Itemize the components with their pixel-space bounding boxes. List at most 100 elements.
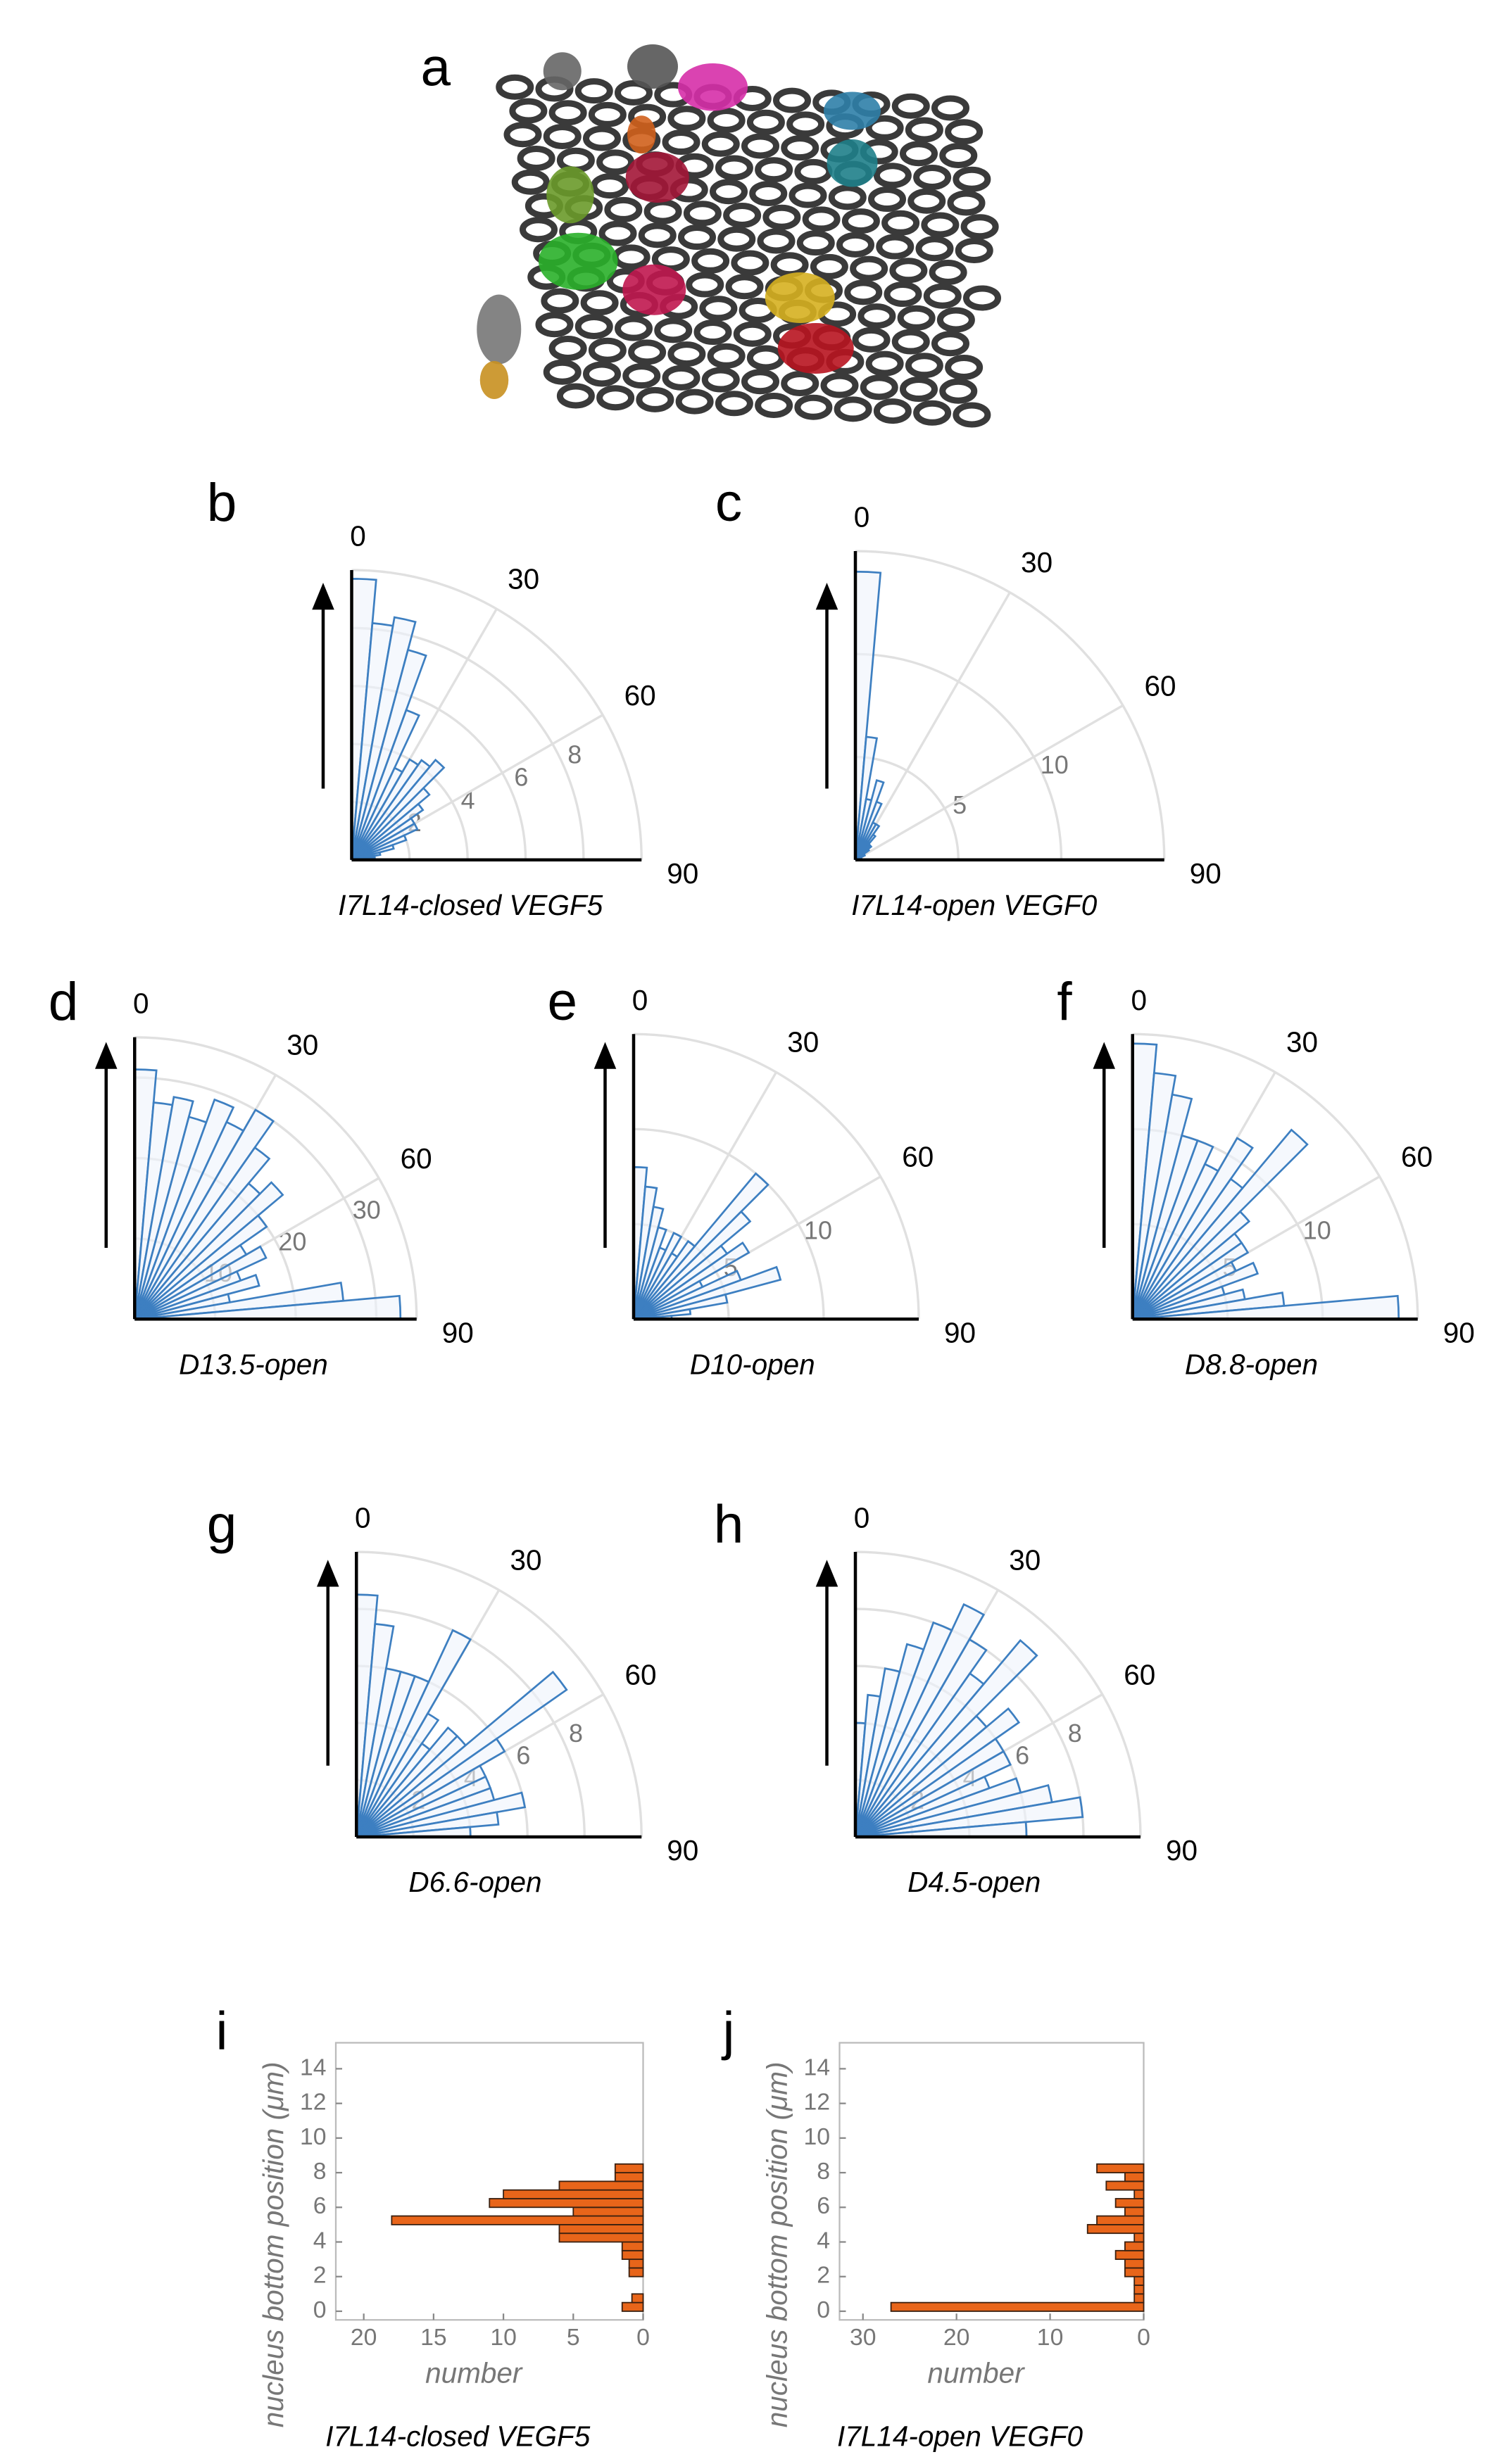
radial-tick-label: 8 (567, 740, 582, 769)
lattice-pore (963, 285, 1001, 311)
outer-arc (633, 1032, 920, 1320)
radial-tick-label: 10 (1041, 750, 1069, 779)
lattice-pore (511, 169, 550, 195)
grid-arc (356, 1607, 586, 1838)
radial-tick-label: 6 (514, 763, 528, 792)
y-tick-label: 10 (803, 2123, 830, 2150)
lattice-pore (612, 244, 651, 270)
outer-arc (855, 1550, 1142, 1838)
cell-nucleus (546, 166, 594, 224)
x-tick-label: 0 (1137, 2324, 1150, 2351)
lattice-pore (517, 146, 555, 171)
caption: I7L14-closed VEGF5 (325, 2420, 590, 2453)
y-tick-label: 0 (313, 2296, 327, 2323)
lattice-pore (897, 305, 936, 331)
arrow-head (593, 1042, 617, 1069)
lattice-pore (715, 391, 753, 417)
lattice-pore (643, 198, 682, 225)
cell-nucleus (824, 91, 881, 130)
lattice-pore (699, 296, 738, 322)
rose-bar (854, 1638, 1038, 1838)
angle-tick-label: 0 (854, 1502, 870, 1534)
radial-tick-label: 8 (1068, 1719, 1082, 1748)
caption: D8.8-open (1185, 1348, 1318, 1380)
plot-box (334, 2042, 644, 2321)
panel-label: b (207, 473, 237, 533)
x-tick-label: 30 (850, 2324, 877, 2351)
lattice-pore (755, 157, 793, 183)
y-tick-label: 6 (313, 2192, 327, 2219)
lattice-pore (543, 359, 582, 385)
angle-tick-label: 0 (854, 501, 870, 533)
panel-label: e (547, 972, 577, 1032)
lattice-pore (836, 232, 874, 258)
bar (1086, 2223, 1145, 2235)
caption: D13.5-open (179, 1348, 328, 1380)
lattice-pore (757, 228, 796, 254)
lattice-pore (691, 248, 730, 274)
radial-tick-label: 10 (1303, 1215, 1331, 1244)
lattice-pore (615, 80, 653, 106)
angle-tick-label: 60 (1124, 1658, 1155, 1691)
lattice-pore (548, 336, 587, 361)
arrow-head (815, 1560, 838, 1587)
bar (621, 2241, 644, 2251)
angle-tick-label: 90 (1166, 1834, 1198, 1866)
lattice-pore (667, 341, 706, 367)
outer-arc (134, 1036, 418, 1320)
lattice-pore (794, 158, 833, 184)
caption: I7L14-open VEGF0 (851, 889, 1097, 921)
y-tick-label: 4 (313, 2227, 327, 2254)
lattice-pore (715, 155, 753, 181)
y-tick-label: 12 (803, 2089, 830, 2116)
angle-tick-label: 30 (1009, 1543, 1041, 1576)
lattice-pore (717, 226, 756, 252)
lattice-pore (596, 149, 635, 175)
rose-bar (356, 1670, 568, 1838)
caption: D10-open (690, 1348, 815, 1380)
angle-tick-label: 60 (401, 1142, 432, 1175)
bar (1133, 2285, 1145, 2295)
lattice-pore (931, 331, 969, 357)
cell-nucleus (477, 294, 522, 365)
lattice-pore (891, 329, 930, 355)
cell-nucleus (777, 323, 854, 374)
rose-bar (134, 1108, 275, 1320)
x-tick-label: 20 (351, 2324, 377, 2351)
lattice-pore (900, 377, 938, 403)
lattice-pore (931, 95, 969, 121)
lattice-pore (503, 122, 542, 148)
lattice-pore (955, 237, 993, 263)
lattice-pore (622, 363, 661, 389)
x-tick-label: 10 (490, 2324, 517, 2351)
lattice-pore (891, 93, 930, 119)
lattice-pore (828, 184, 867, 210)
rose-bar (351, 786, 431, 861)
outer-arc (351, 569, 643, 860)
lattice-pore (746, 109, 785, 135)
rose-bar (356, 1737, 506, 1838)
bar (1096, 2215, 1145, 2225)
x-tick-label: 5 (567, 2324, 580, 2351)
x-axis-label: number (425, 2357, 523, 2389)
radial-tick-label: 30 (353, 1196, 381, 1225)
rose-bar (356, 1791, 527, 1838)
lattice-pore (773, 87, 811, 113)
lattice-pore (915, 236, 954, 262)
bar (628, 2267, 644, 2277)
lattice-pore (889, 258, 928, 284)
bar (489, 2198, 644, 2209)
lattice-pore (834, 396, 872, 422)
grid-arc (855, 652, 1063, 860)
lattice-pore (900, 141, 938, 167)
lattice-pore (604, 196, 643, 222)
lattice-pore (755, 393, 793, 418)
lattice-pore (905, 353, 943, 379)
lattice-pore (781, 370, 819, 396)
angle-tick-label: 60 (625, 1658, 657, 1691)
y-axis-label: nucleus bottom position (μm) (761, 2062, 793, 2428)
lattice-pore (707, 343, 746, 369)
x-tick-label: 15 (420, 2324, 447, 2351)
lattice-pore (802, 206, 841, 232)
